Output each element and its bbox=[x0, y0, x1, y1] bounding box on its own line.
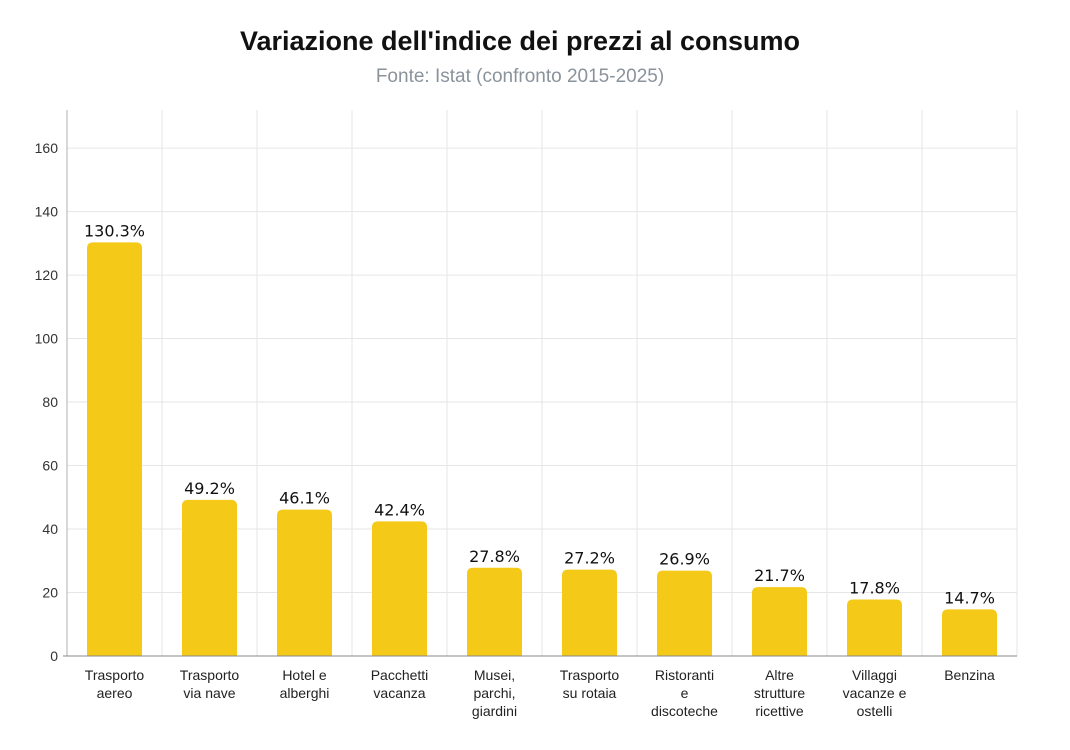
y-tick-label: 80 bbox=[42, 394, 58, 410]
x-tick-label: Ristoranti e discoteche bbox=[651, 667, 718, 719]
y-tick-label: 0 bbox=[50, 648, 58, 664]
x-tick-label-line: alberghi bbox=[280, 685, 330, 701]
x-tick-label: Musei, parchi, giardini bbox=[472, 667, 517, 719]
x-tick-label-line: aereo bbox=[97, 685, 133, 701]
bar bbox=[372, 521, 427, 656]
x-tick-label: Benzina bbox=[944, 667, 995, 683]
y-tick-label: 60 bbox=[42, 458, 58, 474]
y-tick-label: 160 bbox=[35, 140, 59, 156]
y-tick-label: 140 bbox=[35, 204, 59, 220]
x-tick-label: Trasporto su rotaia bbox=[560, 667, 620, 701]
x-tick-label-line: discoteche bbox=[651, 703, 718, 719]
y-tick-label: 40 bbox=[42, 521, 58, 537]
x-tick-label: Villaggi vacanze e ostelli bbox=[843, 667, 907, 719]
x-tick-label: Altre strutture ricettive bbox=[754, 667, 806, 719]
x-tick-label-line: vacanza bbox=[373, 685, 425, 701]
x-tick-label-line: Ristoranti bbox=[655, 667, 714, 683]
x-tick-label-line: Villaggi bbox=[852, 667, 897, 683]
x-tick-label-line: Musei, bbox=[474, 667, 515, 683]
data-label: 27.2% bbox=[564, 549, 615, 568]
x-tick-label-line: Trasporto bbox=[560, 667, 620, 683]
data-label: 130.3% bbox=[84, 221, 145, 240]
labels: 0 20 40 60 80 100 120 140 160 130.3% Trasporto aere… bbox=[35, 140, 995, 719]
data-label: 21.7% bbox=[754, 566, 805, 585]
x-tick-label-line: Altre bbox=[765, 667, 794, 683]
y-tick-label: 120 bbox=[35, 267, 59, 283]
bar bbox=[467, 567, 522, 656]
x-tick-label-line: via nave bbox=[183, 685, 235, 701]
bar bbox=[87, 242, 142, 656]
x-tick-label-line: Hotel e bbox=[282, 667, 327, 683]
data-label: 17.8% bbox=[849, 578, 900, 597]
x-tick-label-line: ricettive bbox=[755, 703, 803, 719]
data-label: 26.9% bbox=[659, 550, 710, 569]
x-tick-label: Trasporto via nave bbox=[180, 667, 240, 701]
x-tick-label-line: Trasporto bbox=[85, 667, 145, 683]
x-tick-label-line: Trasporto bbox=[180, 667, 240, 683]
bar bbox=[182, 499, 237, 656]
x-tick-label: Pacchetti vacanza bbox=[371, 667, 429, 701]
data-label: 46.1% bbox=[279, 489, 330, 508]
x-tick-label-line: Benzina bbox=[944, 667, 995, 683]
x-tick-label-line: giardini bbox=[472, 703, 517, 719]
data-label: 27.8% bbox=[469, 547, 520, 566]
data-label: 42.4% bbox=[374, 500, 425, 519]
x-tick-label-line: strutture bbox=[754, 685, 806, 701]
axes bbox=[63, 110, 1017, 657]
bar bbox=[847, 599, 902, 656]
y-tick-label: 100 bbox=[35, 331, 59, 347]
data-label: 14.7% bbox=[944, 588, 995, 607]
x-tick-label-line: e bbox=[681, 685, 689, 701]
bar bbox=[277, 509, 332, 656]
chart-subtitle: Fonte: Istat (confronto 2015-2025) bbox=[375, 66, 665, 87]
bar bbox=[657, 570, 712, 656]
x-tick-label: Hotel e alberghi bbox=[280, 667, 330, 701]
chart-title: Variazione dell'indice dei prezzi al con… bbox=[239, 26, 801, 56]
bar bbox=[752, 587, 807, 656]
x-tick-label-line: su rotaia bbox=[563, 685, 617, 701]
x-tick-label-line: ostelli bbox=[857, 703, 893, 719]
x-tick-label-line: Pacchetti bbox=[371, 667, 429, 683]
bar bbox=[942, 609, 997, 656]
bars bbox=[87, 242, 997, 656]
data-label: 49.2% bbox=[184, 479, 235, 498]
x-tick-label-line: vacanze e bbox=[843, 685, 907, 701]
bar bbox=[562, 569, 617, 656]
x-tick-label: Trasporto aereo bbox=[85, 667, 145, 701]
y-tick-label: 20 bbox=[42, 585, 58, 601]
x-tick-label-line: parchi, bbox=[473, 685, 515, 701]
